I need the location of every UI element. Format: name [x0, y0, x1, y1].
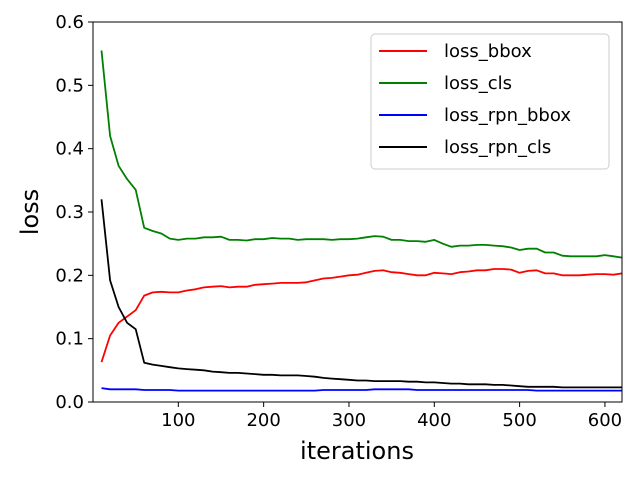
- legend-label-loss-rpn-bbox: loss_rpn_bbox: [444, 105, 571, 126]
- y-tick-label: 0.1: [55, 329, 84, 350]
- x-axis-ticks: 100 200 300 400 500 600: [161, 402, 622, 431]
- y-axis-ticks: 0.0 0.1 0.2 0.3 0.4 0.5 0.6: [55, 12, 93, 413]
- legend-label-loss-bbox: loss_bbox: [444, 41, 532, 62]
- legend-label-loss-rpn-cls: loss_rpn_cls: [444, 137, 551, 158]
- x-tick-label: 500: [502, 410, 536, 431]
- y-axis-label: loss: [16, 189, 44, 235]
- series-line-loss-rpn-bbox: [101, 387, 622, 392]
- x-tick-label: 400: [417, 410, 451, 431]
- series-layer: [100, 50, 623, 392]
- y-tick-label: 0.5: [55, 75, 84, 96]
- series-line-loss-cls: [100, 50, 623, 259]
- y-tick-label: 0.2: [55, 265, 84, 286]
- y-tick-label: 0.0: [55, 392, 84, 413]
- legend-label-loss-cls: loss_cls: [444, 73, 512, 94]
- series-line-loss-bbox: [100, 268, 623, 363]
- x-tick-label: 200: [246, 410, 280, 431]
- y-tick-label: 0.6: [55, 12, 84, 33]
- x-tick-label: 300: [332, 410, 366, 431]
- x-tick-label: 100: [161, 410, 195, 431]
- y-tick-label: 0.4: [55, 139, 84, 160]
- y-tick-label: 0.3: [55, 202, 84, 223]
- series-line-loss-rpn-cls: [100, 199, 622, 389]
- x-axis-label: iterations: [300, 437, 414, 465]
- legend: loss_bbox loss_cls loss_rpn_bbox loss_rpn_c…: [370, 33, 610, 170]
- legend-box: [370, 33, 610, 170]
- x-tick-label: 600: [588, 410, 622, 431]
